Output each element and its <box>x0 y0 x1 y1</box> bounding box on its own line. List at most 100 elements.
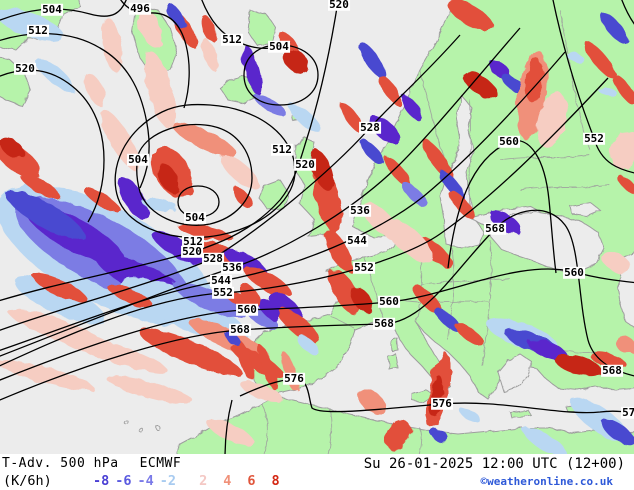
advection-blob <box>525 58 543 102</box>
advection-blob <box>454 323 486 347</box>
advection-blob <box>489 61 511 79</box>
advection-blob <box>235 339 255 381</box>
advection-blob <box>106 376 194 404</box>
contour-label-528: 528 <box>202 251 224 265</box>
advection-blob <box>173 123 237 157</box>
advection-blob <box>254 94 286 116</box>
parameter-label: T-Adv. 500 hPa <box>2 456 119 471</box>
advection-blob <box>536 92 568 148</box>
legend-value: 2 <box>199 473 208 489</box>
advection-blob <box>173 281 247 319</box>
legend-value: -6 <box>115 473 132 489</box>
advection-blob <box>118 176 148 220</box>
contour-label-568: 568 <box>373 316 395 330</box>
advection-blob <box>359 139 385 165</box>
contour-label-560: 560 <box>378 294 400 308</box>
advection-blob <box>435 308 461 332</box>
contour-label-520: 520 <box>14 61 36 75</box>
island-canary-2 <box>155 425 161 431</box>
sea-azov <box>569 201 601 217</box>
map-canvas: 504 496 512 520 512 504 520 504 512 520 504 512 520 5… <box>0 0 634 454</box>
contour-label-536: 536 <box>349 203 371 217</box>
contour-label-528: 528 <box>359 120 381 134</box>
advection-blob <box>402 182 428 208</box>
advection-blob <box>610 130 634 170</box>
advection-blob <box>600 12 628 44</box>
advection-blob <box>590 351 626 369</box>
advection-blob <box>201 37 219 73</box>
land-greenland-tip <box>0 56 31 107</box>
advection-blob <box>281 46 309 74</box>
contour-label-520: 520 <box>328 0 350 11</box>
land-crete <box>509 409 532 419</box>
advection-blob <box>5 190 85 240</box>
legend-value: -4 <box>137 473 154 489</box>
advection-blob <box>583 41 617 79</box>
legend-value: -8 <box>93 473 110 489</box>
advection-blob <box>278 308 318 342</box>
advection-blob <box>359 390 385 414</box>
contour-label-512: 512 <box>182 234 204 248</box>
advection-blob <box>156 163 180 193</box>
advection-blob <box>20 173 60 199</box>
contour-label-544: 544 <box>210 273 232 287</box>
legend-value: 6 <box>247 473 256 489</box>
advection-blob <box>165 2 187 30</box>
advection-blob <box>384 419 412 451</box>
contour-line-504 <box>0 0 127 21</box>
contour-label-504: 504 <box>268 39 290 53</box>
land-sardinia <box>387 353 399 371</box>
valid-time: Su 26-01-2025 12:00 UTC (12+00) <box>363 456 625 472</box>
advection-blob <box>200 14 216 42</box>
copyright-watermark: ©weatheronline.co.uk <box>480 475 613 488</box>
legend-value: -2 <box>159 473 177 489</box>
advection-blob <box>459 407 481 423</box>
advection-blob <box>600 418 634 446</box>
contour-label-512: 512 <box>27 23 49 37</box>
advection-blob <box>446 0 494 31</box>
contour-label-552: 552 <box>583 131 605 145</box>
advection-blob <box>378 74 402 106</box>
contour-label-520: 520 <box>294 157 316 171</box>
advection-blob <box>289 104 321 132</box>
sea-aegean <box>497 353 533 393</box>
advection-blob <box>0 137 25 159</box>
advection-blob <box>554 354 602 376</box>
legend-value: 4 <box>223 473 232 489</box>
contour-layer <box>0 0 634 454</box>
advection-blob <box>296 334 320 356</box>
contour-line-south-tick <box>224 399 233 454</box>
advection-blob <box>242 44 262 96</box>
contour-line-504-outer <box>136 123 253 226</box>
advection-blob <box>138 329 242 375</box>
parameter-title: T-Adv. 500 hPa ECMWF <box>2 456 181 471</box>
advection-blob <box>310 149 334 191</box>
advection-blob <box>258 298 282 322</box>
legend-scale: -8 -6 -4 -2 2 4 6 8 <box>93 473 280 489</box>
advection-blob <box>488 210 522 234</box>
advection-blob <box>241 382 283 402</box>
contour-line-520-main <box>0 0 339 302</box>
contour-label-568: 568 <box>601 363 623 377</box>
advection-blob <box>323 227 353 273</box>
footer-bar: T-Adv. 500 hPa ECMWF Su 26-01-2025 12:00 … <box>0 454 634 490</box>
contour-line-504-loop-ne <box>243 44 319 106</box>
advection-blob <box>567 52 583 62</box>
advection-blob <box>219 154 261 190</box>
advection-blob <box>413 285 443 315</box>
contour-label-544: 544 <box>346 233 368 247</box>
advection-blob <box>614 335 634 355</box>
contour-label-576: 576 <box>283 371 305 385</box>
advection-blob <box>258 345 278 391</box>
contour-line-edge-ne <box>621 0 634 25</box>
contour-line-536 <box>0 27 521 357</box>
contour-line-552 <box>0 77 609 367</box>
contour-label-504: 504 <box>41 2 63 16</box>
contour-label-512: 512 <box>271 142 293 156</box>
advection-blob <box>618 175 634 195</box>
advection-blob <box>599 87 617 97</box>
advection-blob <box>245 266 291 298</box>
advection-blob <box>106 283 154 309</box>
advection-blob <box>601 250 631 274</box>
